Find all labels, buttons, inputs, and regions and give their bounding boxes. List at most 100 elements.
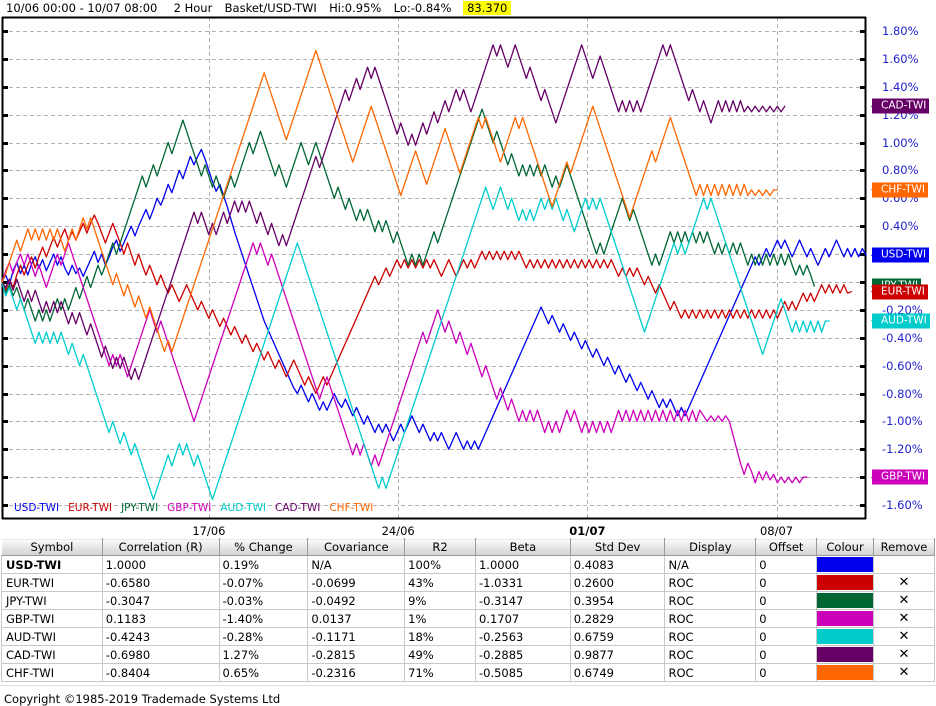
- y-axis-tick-label: -1.00%: [882, 414, 923, 429]
- x-axis-tick-label: 01/07: [569, 524, 606, 538]
- remove-button[interactable]: ✕: [873, 663, 935, 682]
- remove-button: [873, 555, 935, 574]
- x-axis-tick-label: 17/06: [192, 524, 226, 538]
- header-interval: 2 Hour: [173, 1, 213, 15]
- header-date-range: 10/06 00:00 - 10/07 08:00: [6, 1, 158, 15]
- chart-svg: [1, 16, 867, 520]
- remove-button[interactable]: ✕: [873, 573, 935, 592]
- colour-swatch[interactable]: [816, 627, 874, 646]
- cell-covariance: N/A: [307, 555, 406, 574]
- y-axis-tick-label: -0.80%: [882, 386, 923, 401]
- remove-button[interactable]: ✕: [873, 627, 935, 646]
- colour-swatch-fill: [817, 611, 873, 626]
- cell-display: ROC: [664, 645, 757, 664]
- legend-item-aud-twi: AUD-TWI: [220, 502, 267, 514]
- cell-offset: 0: [755, 663, 818, 682]
- cell-beta: -0.2563: [474, 627, 571, 646]
- table-column-header[interactable]: Display: [664, 538, 757, 556]
- colour-swatch-fill: [817, 665, 873, 680]
- table-row[interactable]: AUD-TWI -0.4243 -0.28% -0.1171 18% -0.2563 0.6…: [1, 627, 935, 646]
- colour-swatch-fill: [817, 557, 873, 572]
- table-row[interactable]: JPY-TWI -0.3047 -0.03% -0.0492 9% -0.3147 0.39…: [1, 591, 935, 610]
- cell-r2: 43%: [404, 573, 476, 592]
- table-header-row: Symbol Correlation (R)% Change Covariance R…: [1, 538, 935, 556]
- cell-change: -0.28%: [218, 627, 309, 646]
- y-axis-tick-label: -1.20%: [882, 442, 923, 457]
- cell-offset: 0: [755, 645, 818, 664]
- cell-covariance: -0.0492: [307, 591, 406, 610]
- colour-swatch-fill: [817, 647, 873, 662]
- cell-covariance: -0.0699: [307, 573, 406, 592]
- cell-covariance: -0.2815: [307, 645, 406, 664]
- cell-symbol: CHF-TWI: [1, 663, 103, 682]
- cell-stddev: 0.2600: [569, 573, 666, 592]
- colour-swatch[interactable]: [816, 609, 874, 628]
- table-column-header[interactable]: Beta: [474, 538, 571, 556]
- table-column-header[interactable]: % Change: [218, 538, 309, 556]
- table-row[interactable]: CAD-TWI -0.6980 1.27% -0.2815 49% -0.2885 0.98…: [1, 645, 935, 664]
- legend-item-cad-twi: CAD-TWI: [275, 502, 321, 514]
- cell-correlation: -0.3047: [101, 591, 220, 610]
- y-axis-tick-label: -1.60%: [882, 498, 923, 513]
- colour-swatch[interactable]: [816, 591, 874, 610]
- table-column-header[interactable]: Symbol: [1, 538, 103, 556]
- x-axis-tick-label: 08/07: [759, 524, 794, 538]
- cell-correlation: -0.6980: [101, 645, 220, 664]
- y-axis-tick-label: -0.60%: [882, 358, 923, 373]
- chart-legend: USD-TWI EUR-TWI JPY-TWI GBP-TWI AUD-TWI CAD-T…: [14, 502, 382, 514]
- table-row[interactable]: CHF-TWI -0.8404 0.65% -0.2316 71% -0.5085 0.67…: [1, 663, 935, 682]
- table-row[interactable]: EUR-TWI -0.6580 -0.07% -0.0699 43% -1.0331 0.2…: [1, 573, 935, 592]
- remove-button[interactable]: ✕: [873, 609, 935, 628]
- legend-item-jpy-twi: JPY-TWI: [121, 502, 159, 514]
- remove-button[interactable]: ✕: [873, 591, 935, 610]
- colour-swatch[interactable]: [816, 555, 874, 574]
- series-tag-arrow: [865, 100, 878, 113]
- table-column-header[interactable]: Covariance: [307, 538, 406, 556]
- colour-swatch[interactable]: [816, 645, 874, 664]
- remove-button[interactable]: ✕: [873, 645, 935, 664]
- cell-covariance: -0.2316: [307, 663, 406, 682]
- table-column-header[interactable]: Colour: [816, 538, 874, 556]
- cell-correlation: -0.4243: [101, 627, 220, 646]
- table-column-header[interactable]: R2: [404, 538, 476, 556]
- table-column-header[interactable]: Offset: [755, 538, 818, 556]
- cell-beta: -0.3147: [474, 591, 571, 610]
- series-end-label-cad-twi: CAD-TWI: [871, 98, 930, 114]
- statistics-table-wrap: Symbol Correlation (R)% Change Covariance R…: [0, 538, 936, 682]
- statistics-table: Symbol Correlation (R)% Change Covariance R…: [1, 538, 935, 682]
- cell-beta: -0.5085: [474, 663, 571, 682]
- chart-header-bar: 10/06 00:00 - 10/07 08:00 2 Hour Basket/…: [0, 0, 936, 15]
- cell-display: ROC: [664, 591, 757, 610]
- cell-r2: 9%: [404, 591, 476, 610]
- series-tag-arrow: [865, 314, 878, 327]
- y-axis-tick-label: 1.00%: [882, 135, 919, 150]
- cell-offset: 0: [755, 591, 818, 610]
- table-row[interactable]: USD-TWI 1.0000 0.19% N/A 100% 1.0000 0.4083 N/A…: [1, 555, 935, 574]
- y-axis: 1.80% 1.60% 1.40% 1.20% 1.00% 0.80% 0.60% 0.40%…: [868, 15, 936, 521]
- cell-symbol: USD-TWI: [1, 555, 103, 574]
- cell-offset: 0: [755, 555, 818, 574]
- y-axis-tick-label: 1.80%: [882, 23, 919, 38]
- y-axis-tick-label: 0.40%: [882, 219, 919, 234]
- cell-r2: 49%: [404, 645, 476, 664]
- cell-symbol: EUR-TWI: [1, 573, 103, 592]
- y-axis-tick-label: -0.20%: [882, 302, 923, 317]
- header-high: Hi:0.95%: [329, 1, 382, 15]
- cell-display: ROC: [664, 573, 757, 592]
- y-axis-tick-label: 1.60%: [882, 51, 919, 66]
- series-end-label-eur-twi: EUR-TWI: [871, 284, 928, 300]
- cell-display: N/A: [664, 555, 757, 574]
- legend-item-eur-twi: EUR-TWI: [68, 502, 113, 514]
- colour-swatch[interactable]: [816, 663, 874, 682]
- cell-r2: 100%: [404, 555, 476, 574]
- cell-correlation: 1.0000: [101, 555, 220, 574]
- colour-swatch[interactable]: [816, 573, 874, 592]
- table-column-header[interactable]: Remove: [873, 538, 935, 556]
- table-row[interactable]: GBP-TWI 0.1183 -1.40% 0.0137 1% 0.1707 0.2829 R…: [1, 609, 935, 628]
- table-column-header[interactable]: Correlation (R): [101, 538, 220, 556]
- cell-change: -0.07%: [218, 573, 309, 592]
- table-column-header[interactable]: Std Dev: [569, 538, 666, 556]
- series-end-label-aud-twi: AUD-TWI: [871, 313, 930, 329]
- cell-stddev: 0.4083: [569, 555, 666, 574]
- cell-stddev: 0.2829: [569, 609, 666, 628]
